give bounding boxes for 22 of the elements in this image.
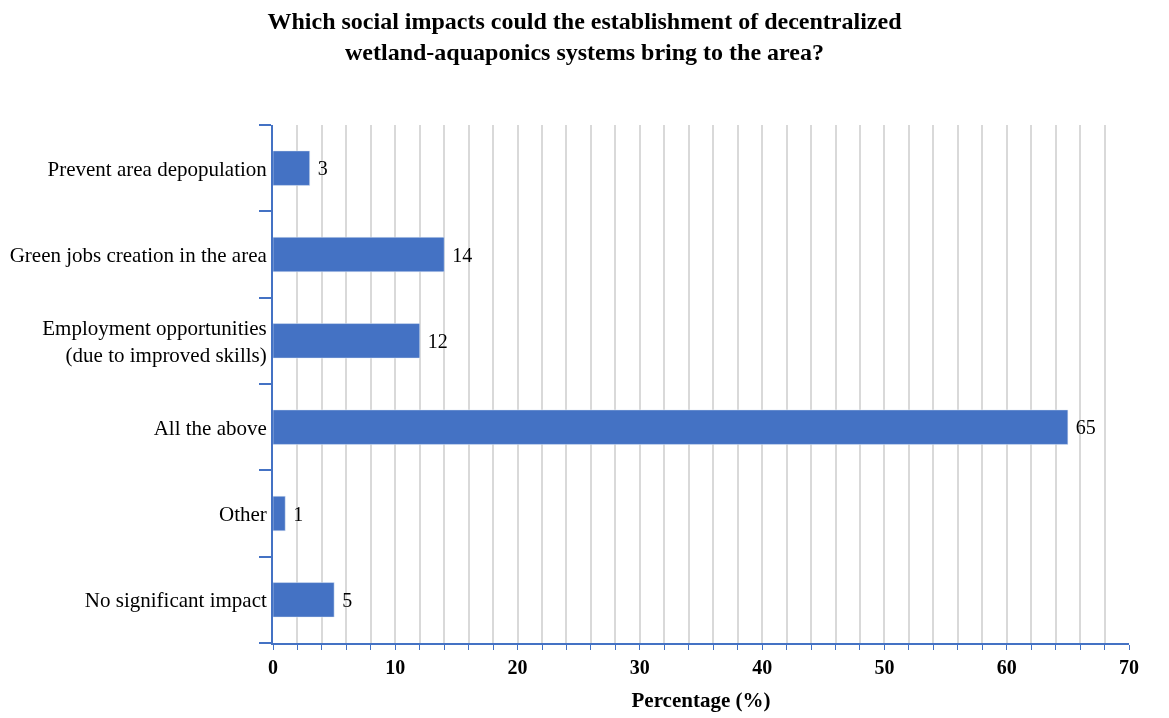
x-tick-label: 40 bbox=[752, 656, 773, 678]
data-label: 5 bbox=[337, 588, 353, 611]
x-tick-label: 50 bbox=[874, 656, 895, 678]
y-tick-label: Green jobs creation in the area bbox=[9, 242, 268, 267]
x-tick-label: 60 bbox=[996, 656, 1017, 678]
y-tick-label: Employment opportunities (due to improved skills) bbox=[42, 315, 267, 367]
chart-title: Which social impacts could the establishment of decentralized wetland-aquaponics systems bring to the area? bbox=[267, 7, 903, 65]
data-label: 3 bbox=[312, 157, 328, 180]
x-tick-label: 0 bbox=[268, 656, 278, 678]
data-label: 65 bbox=[1070, 416, 1096, 439]
x-tick-label: 20 bbox=[507, 656, 528, 678]
y-tick-label: Other bbox=[218, 501, 267, 526]
data-label: 12 bbox=[422, 329, 448, 352]
x-tick-label: 10 bbox=[385, 656, 406, 678]
data-label: 1 bbox=[288, 502, 304, 525]
y-tick-label: Prevent area depopulation bbox=[47, 156, 268, 181]
x-tick-label: 70 bbox=[1119, 656, 1139, 678]
data-label: 14 bbox=[447, 243, 473, 266]
x-axis-title: Percentage (%) bbox=[631, 687, 771, 712]
y-tick-label: All the above bbox=[153, 415, 267, 440]
y-tick-label: No significant impact bbox=[84, 588, 267, 613]
x-tick-label: 30 bbox=[629, 656, 650, 678]
